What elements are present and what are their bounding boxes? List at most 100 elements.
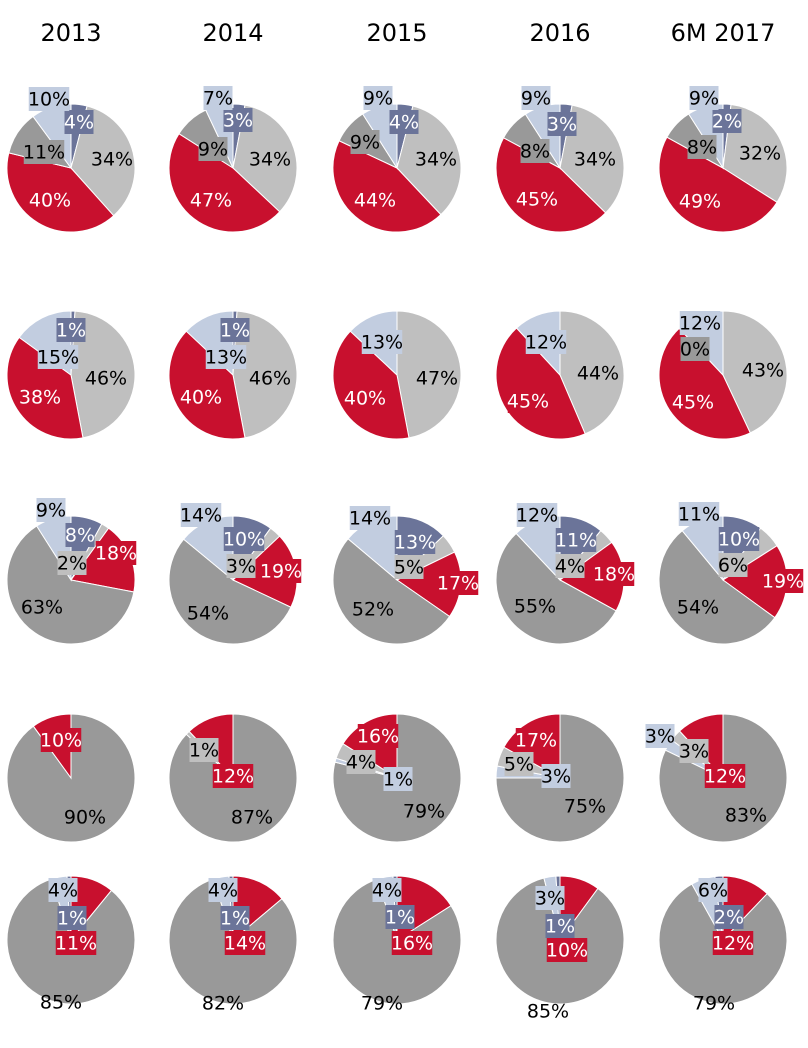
data-label: 3% xyxy=(679,741,709,763)
data-label-box xyxy=(385,905,415,929)
data-label-box xyxy=(224,931,266,955)
data-label: 9% xyxy=(363,88,393,110)
data-label: 14% xyxy=(180,505,222,527)
pie-slice xyxy=(70,310,136,439)
data-label-box xyxy=(180,385,222,409)
data-label-box xyxy=(95,541,137,565)
column-title: 2015 xyxy=(366,19,427,47)
data-label: 3% xyxy=(547,114,577,136)
data-label: 1% xyxy=(383,769,413,791)
data-label: 79% xyxy=(693,993,735,1015)
data-label: 2% xyxy=(57,553,87,575)
data-label: 1% xyxy=(56,320,86,342)
pie-slice xyxy=(6,525,135,645)
pie-slice xyxy=(495,532,617,645)
data-label-box xyxy=(344,386,386,410)
data-label: 44% xyxy=(577,363,619,385)
data-label-box xyxy=(57,551,87,575)
data-label: 1% xyxy=(220,908,250,930)
data-label: 10% xyxy=(546,940,588,962)
data-label: 45% xyxy=(516,189,558,211)
data-label: 3% xyxy=(645,726,675,748)
pie-slice xyxy=(495,713,625,843)
data-label-box xyxy=(349,506,391,530)
data-label: 1% xyxy=(545,916,575,938)
data-label-box xyxy=(535,886,565,910)
data-label: 12% xyxy=(525,332,567,354)
data-label: 13% xyxy=(205,347,247,369)
data-label-box xyxy=(36,498,66,522)
data-label: 79% xyxy=(403,801,445,823)
data-label: 17% xyxy=(437,573,479,595)
pie xyxy=(332,515,462,645)
data-label-box xyxy=(394,530,436,554)
data-label-box xyxy=(718,527,760,551)
data-label: 34% xyxy=(415,149,457,171)
data-label-box xyxy=(678,502,720,526)
data-label: 5% xyxy=(394,557,424,579)
data-label-box xyxy=(198,137,228,161)
data-label: 17% xyxy=(515,730,557,752)
data-label: 4% xyxy=(389,112,419,134)
data-label: 9% xyxy=(521,88,551,110)
data-label-box xyxy=(383,767,413,791)
data-label-box xyxy=(437,571,479,595)
data-label: 3% xyxy=(223,110,253,132)
pie-slice xyxy=(332,330,410,440)
data-label: 79% xyxy=(361,993,403,1015)
data-label-box xyxy=(516,503,558,527)
data-label-box xyxy=(541,764,571,788)
data-label: 4% xyxy=(346,752,376,774)
data-label-box xyxy=(357,724,399,748)
data-label: 40% xyxy=(29,190,71,212)
data-label: 10% xyxy=(28,89,70,111)
data-label: 34% xyxy=(249,149,291,171)
data-label: 63% xyxy=(21,597,63,619)
data-label: 8% xyxy=(687,137,717,159)
data-label: 4% xyxy=(555,556,585,578)
data-label-box xyxy=(394,555,424,579)
data-label: 13% xyxy=(394,532,436,554)
data-label-box xyxy=(350,130,380,154)
data-label-box xyxy=(507,389,549,413)
data-label-box xyxy=(65,523,95,547)
data-label: 18% xyxy=(95,543,137,565)
data-label: 0% xyxy=(680,339,710,361)
data-label-box xyxy=(679,739,709,763)
data-label-box xyxy=(372,878,402,902)
data-label-box xyxy=(718,553,748,577)
data-label: 9% xyxy=(36,500,66,522)
pie-slice xyxy=(232,310,298,439)
data-label-box xyxy=(189,738,219,762)
data-label-box xyxy=(593,562,635,586)
data-label: 15% xyxy=(37,347,79,369)
data-label-box xyxy=(203,86,233,110)
data-label: 11% xyxy=(23,142,65,164)
pie-slice xyxy=(722,310,788,434)
data-label: 10% xyxy=(223,529,265,551)
column-title: 6M 2017 xyxy=(671,19,776,47)
data-label-box xyxy=(698,878,728,902)
data-label: 4% xyxy=(48,880,78,902)
data-label: 85% xyxy=(527,1001,569,1023)
data-label: 4% xyxy=(64,112,94,134)
data-label-box xyxy=(346,750,376,774)
data-label: 90% xyxy=(64,807,106,829)
data-label: 82% xyxy=(202,993,244,1015)
data-label-box xyxy=(516,187,558,211)
data-label-box xyxy=(545,914,575,938)
data-label-box xyxy=(504,752,534,776)
data-label: 10% xyxy=(40,730,82,752)
data-label-box xyxy=(555,554,585,578)
data-label-box xyxy=(391,931,433,955)
data-label: 87% xyxy=(231,807,273,829)
data-label-box xyxy=(205,345,247,369)
data-label: 1% xyxy=(220,320,250,342)
data-label: 34% xyxy=(574,149,616,171)
data-label: 54% xyxy=(187,603,229,625)
data-label: 43% xyxy=(742,360,784,382)
data-label-box xyxy=(363,86,393,110)
data-label-box xyxy=(704,764,746,788)
pie-slice xyxy=(396,310,462,439)
data-label: 52% xyxy=(352,599,394,621)
